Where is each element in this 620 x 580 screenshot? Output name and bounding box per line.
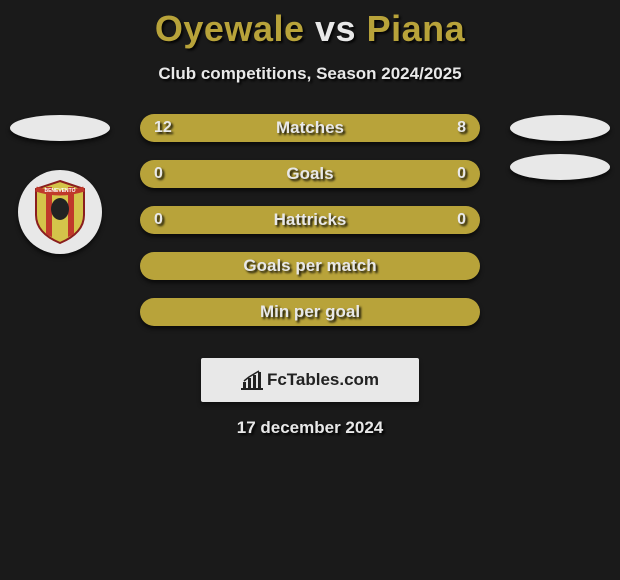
benevento-crest-icon: BENEVENTO <box>30 179 90 245</box>
stat-row-matches: 12 Matches 8 <box>0 114 620 160</box>
svg-text:BENEVENTO: BENEVENTO <box>44 188 75 194</box>
vs-text: vs <box>315 8 356 49</box>
player2-name: Piana <box>367 8 466 49</box>
player2-club-placeholder <box>510 154 610 180</box>
stat-label: Goals <box>140 160 480 188</box>
stat-label: Matches <box>140 114 480 142</box>
stat-bar: Min per goal <box>140 298 480 326</box>
subtitle: Club competitions, Season 2024/2025 <box>0 64 620 84</box>
date-text: 17 december 2024 <box>0 418 620 438</box>
player1-avatar-placeholder <box>10 115 110 141</box>
stat-bar: 0 Hattricks 0 <box>140 206 480 234</box>
brand-text: FcTables.com <box>267 370 379 390</box>
player1-club-logo: BENEVENTO <box>18 170 102 254</box>
page-title: Oyewale vs Piana <box>0 0 620 50</box>
stat-row-mpg: Min per goal <box>0 298 620 344</box>
stat-bar: 0 Goals 0 <box>140 160 480 188</box>
stat-bar: Goals per match <box>140 252 480 280</box>
stat-row-gpm: Goals per match <box>0 252 620 298</box>
stat-right-value: 8 <box>457 114 466 142</box>
stat-bar: 12 Matches 8 <box>140 114 480 142</box>
stat-label: Goals per match <box>140 252 480 280</box>
chart-icon <box>241 370 263 390</box>
brand-box[interactable]: FcTables.com <box>201 358 419 402</box>
player1-name: Oyewale <box>155 8 305 49</box>
stat-label: Min per goal <box>140 298 480 326</box>
player2-avatar-placeholder <box>510 115 610 141</box>
stat-right-value: 0 <box>457 160 466 188</box>
stat-label: Hattricks <box>140 206 480 234</box>
stat-right-value: 0 <box>457 206 466 234</box>
